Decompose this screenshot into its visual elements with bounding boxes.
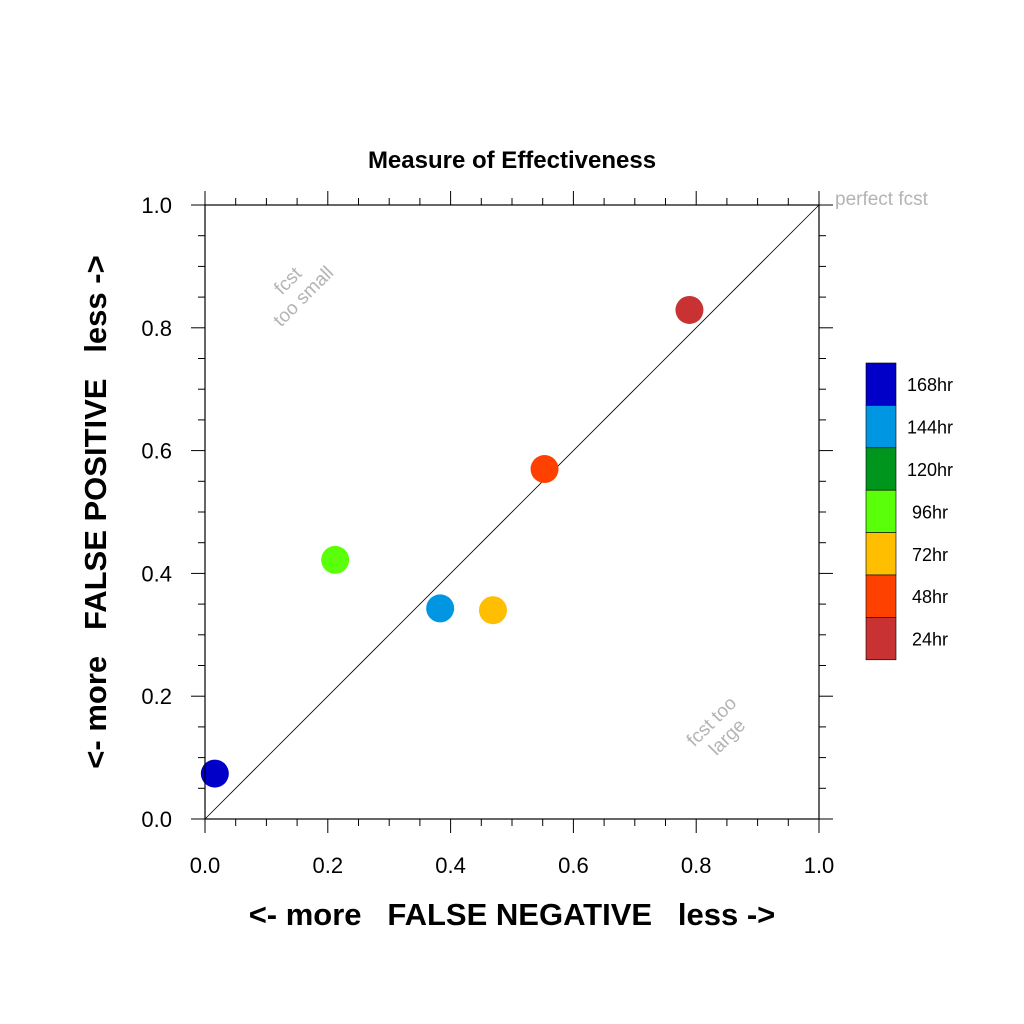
- point-168hr: [200, 759, 229, 788]
- chart-title: Measure of Effectiveness: [368, 147, 656, 174]
- plot-frame: [204, 204, 820, 820]
- legend-swatch-48hr: [865, 574, 897, 618]
- y-tick-label: 0.2: [141, 684, 172, 709]
- point-96hr: [321, 545, 350, 574]
- legend-swatch-144hr: [865, 405, 897, 449]
- legend-label-24hr: 24hr: [912, 630, 948, 650]
- legend-label-48hr: 48hr: [912, 587, 948, 607]
- x-tick-label: 1.0: [804, 853, 835, 878]
- too-small-note: fcst too small: [270, 263, 339, 332]
- x-tick-label: 0.0: [190, 853, 221, 878]
- x-tick-label: 0.8: [681, 853, 712, 878]
- x-axis-title: <- more FALSE NEGATIVE less ->: [249, 897, 776, 932]
- legend-label-72hr: 72hr: [912, 545, 948, 565]
- legend: 168hr 144hr 120hr 96hr 72hr 48hr 24hr: [865, 362, 953, 661]
- legend-swatch-24hr: [865, 617, 897, 661]
- legend-label-120hr: 120hr: [907, 460, 953, 480]
- legend-swatch-72hr: [865, 532, 897, 576]
- x-tick-label: 0.4: [435, 853, 466, 878]
- y-tick-label: 1.0: [141, 193, 172, 218]
- point-72hr: [478, 596, 507, 625]
- x-tick-label: 0.6: [558, 853, 589, 878]
- legend-swatch-120hr: [865, 447, 897, 491]
- data-points: [200, 295, 704, 788]
- legend-swatch-96hr: [865, 489, 897, 533]
- perfect-forecast-label: perfect fcst: [835, 189, 929, 210]
- axis-ticks: 0.0 0.2 0.4 0.6 0.8 1.0 0.0 0.2 0.4 0.6 0.8 1.0: [141, 191, 834, 878]
- too-large-note: fcst too large: [683, 693, 750, 760]
- y-tick-label: 0.8: [141, 316, 172, 341]
- y-tick-label: 0.6: [141, 439, 172, 464]
- point-144hr: [426, 594, 455, 623]
- legend-swatch-168hr: [865, 362, 897, 406]
- perfect-forecast-line: [204, 204, 820, 820]
- legend-label-144hr: 144hr: [907, 418, 953, 438]
- y-tick-label: 0.0: [141, 807, 172, 832]
- legend-label-168hr: 168hr: [907, 375, 953, 395]
- x-tick-label: 0.2: [313, 853, 344, 878]
- point-24hr: [675, 295, 704, 324]
- too-small-line-2: too small: [270, 263, 339, 332]
- legend-label-96hr: 96hr: [912, 502, 948, 522]
- y-tick-label: 0.4: [141, 561, 172, 586]
- point-48hr: [530, 455, 559, 484]
- y-axis-title: <- more FALSE POSITIVE less ->: [78, 255, 113, 768]
